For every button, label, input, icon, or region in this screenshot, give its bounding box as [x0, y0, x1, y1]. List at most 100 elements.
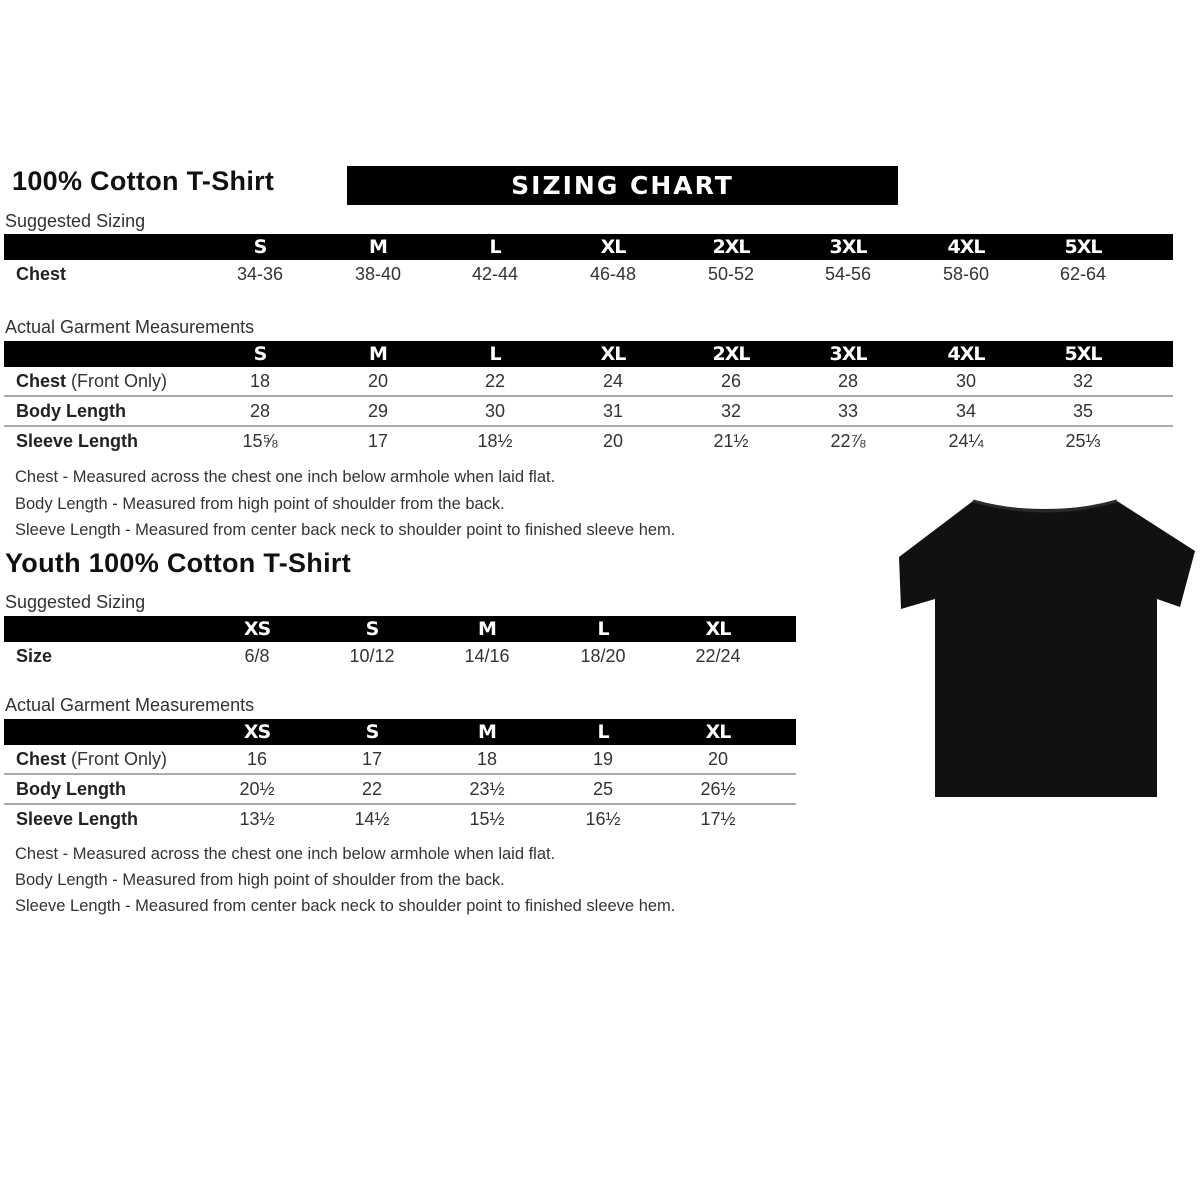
size-header: 2XL	[712, 343, 751, 365]
cell-value: 20	[707, 749, 729, 769]
cell-value: 13½	[239, 809, 275, 829]
cell-value: 20½	[239, 779, 275, 799]
row-label: Chest	[16, 264, 66, 285]
cell-value: 18	[249, 371, 271, 391]
adult-note-body: Body Length - Measured from high point o…	[15, 495, 505, 513]
row-label-text: Body Length	[16, 779, 126, 799]
size-header: L	[489, 236, 501, 258]
table-row: Chest (Front Only) 18 20 22 24 26 28 30 32	[4, 367, 1173, 397]
cell-value: 31	[602, 401, 624, 421]
table-row: Chest (Front Only) 16 17 18 19 20	[4, 745, 796, 775]
cell-value: 32	[720, 401, 742, 421]
cell-value: 33	[837, 401, 859, 421]
adult-title: 100% Cotton T-Shirt	[12, 166, 275, 196]
row-label-text: Chest	[16, 749, 67, 769]
adult-suggested-label: Suggested Sizing	[5, 211, 146, 231]
cell-value: 30	[484, 401, 506, 421]
size-header: S	[253, 343, 268, 365]
tshirt-icon	[899, 499, 1195, 797]
table-row: Sleeve Length 15⅝ 17 18½ 20 21½ 22⅞ 24¼ 25⅓	[4, 427, 1173, 455]
row-label-suffix: (Front Only)	[66, 371, 168, 391]
size-header: 4XL	[947, 343, 986, 365]
size-header: M	[369, 236, 388, 258]
youth-suggested-label: Suggested Sizing	[5, 592, 146, 612]
cell-value: 17	[361, 749, 383, 769]
size-header: XL	[705, 618, 732, 640]
size-header: 4XL	[947, 236, 986, 258]
cell-value: 24	[602, 371, 624, 391]
cell-value: 10/12	[349, 646, 395, 666]
size-header: L	[489, 343, 501, 365]
size-header-row: S M L XL 2XL 3XL 4XL 5XL	[4, 234, 1173, 260]
cell-value: 35	[1072, 401, 1094, 421]
row-label: Body Length	[16, 401, 126, 422]
cell-value: 26½	[700, 779, 736, 799]
size-header: 2XL	[712, 236, 751, 258]
table-row: Sleeve Length 13½ 14½ 15½ 16½ 17½	[4, 805, 796, 833]
cell-value: 6/8	[244, 646, 270, 666]
youth-suggested-table: XS S M L XL Size 6/8 10/12 14/16 18/20 22/24	[4, 616, 796, 670]
table-row: Body Length 28 29 30 31 32 33 34 35	[4, 397, 1173, 427]
cell-value: 18½	[477, 431, 513, 451]
cell-value: 14½	[354, 809, 390, 829]
cell-value: 34	[955, 401, 977, 421]
cell-value: 54-56	[824, 264, 872, 284]
youth-title: Youth 100% Cotton T-Shirt	[5, 548, 351, 578]
size-header: 3XL	[829, 236, 868, 258]
youth-note-body: Body Length - Measured from high point o…	[15, 871, 505, 889]
row-label: Sleeve Length	[16, 431, 138, 452]
row-label: Size	[16, 646, 52, 667]
cell-value: 22	[484, 371, 506, 391]
cell-value: 29	[367, 401, 389, 421]
cell-value: 42-44	[471, 264, 519, 284]
cell-value: 58-60	[942, 264, 990, 284]
cell-value: 18	[476, 749, 498, 769]
cell-value: 26	[720, 371, 742, 391]
row-label-text: Sleeve Length	[16, 431, 139, 451]
cell-value: 50-52	[707, 264, 755, 284]
cell-value: 14/16	[464, 646, 510, 666]
size-header: M	[369, 343, 388, 365]
cell-value: 25	[592, 779, 614, 799]
size-header: S	[253, 236, 268, 258]
row-label-text: Chest	[16, 264, 67, 284]
cell-value: 17	[367, 431, 389, 451]
cell-value: 22	[361, 779, 383, 799]
row-label-suffix: (Front Only)	[66, 749, 168, 769]
cell-value: 21½	[713, 431, 749, 451]
adult-actual-label: Actual Garment Measurements	[5, 317, 255, 337]
adult-note-chest: Chest - Measured across the chest one in…	[15, 468, 556, 486]
cell-value: 22/24	[695, 646, 741, 666]
size-header: XL	[600, 343, 627, 365]
size-header: M	[478, 618, 497, 640]
size-header: XS	[243, 721, 271, 743]
cell-value: 16½	[585, 809, 621, 829]
size-header: XS	[243, 618, 271, 640]
cell-value: 32	[1072, 371, 1094, 391]
adult-actual-table: S M L XL 2XL 3XL 4XL 5XL Chest (Front Only) 18 20 2…	[4, 341, 1173, 455]
row-label: Chest (Front Only)	[16, 371, 167, 392]
cell-value: 28	[837, 371, 859, 391]
size-header: XL	[705, 721, 732, 743]
cell-value: 15⅝	[242, 431, 278, 451]
cell-value: 34-36	[236, 264, 284, 284]
youth-actual-label: Actual Garment Measurements	[5, 695, 255, 715]
size-header: 5XL	[1064, 343, 1103, 365]
row-label-text: Body Length	[16, 401, 126, 421]
cell-value: 24¼	[948, 431, 984, 451]
size-header-row: S M L XL 2XL 3XL 4XL 5XL	[4, 341, 1173, 367]
size-header: S	[365, 618, 380, 640]
size-header: XL	[600, 236, 627, 258]
size-header-row: XS S M L XL	[4, 616, 796, 642]
size-header-row: XS S M L XL	[4, 719, 796, 745]
size-header: 3XL	[829, 343, 868, 365]
table-row: Size 6/8 10/12 14/16 18/20 22/24	[4, 642, 796, 670]
cell-value: 28	[249, 401, 271, 421]
row-label-text: Size	[16, 646, 53, 666]
size-header: L	[597, 618, 609, 640]
row-label-text: Sleeve Length	[16, 809, 139, 829]
row-label: Chest (Front Only)	[16, 749, 167, 770]
table-row: Chest 34-36 38-40 42-44 46-48 50-52 54-56 58-60…	[4, 260, 1173, 288]
youth-note-sleeve: Sleeve Length - Measured from center bac…	[15, 897, 676, 915]
adult-note-sleeve: Sleeve Length - Measured from center bac…	[15, 521, 676, 539]
